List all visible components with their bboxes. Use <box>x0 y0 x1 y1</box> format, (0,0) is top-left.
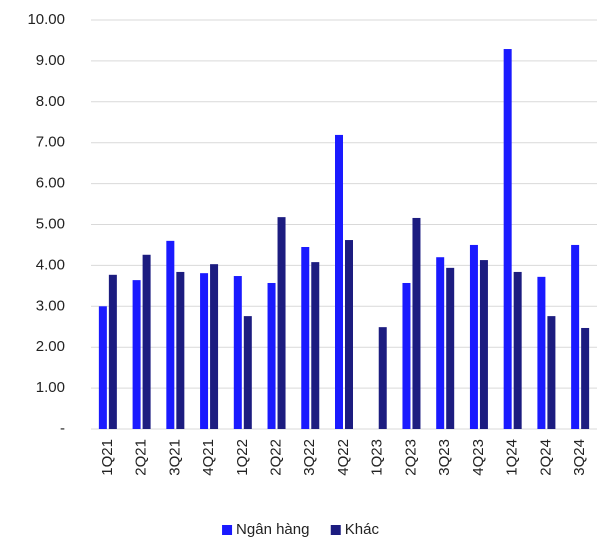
y-tick-label: 7.00 <box>36 134 65 151</box>
y-tick-label: 3.00 <box>36 297 65 314</box>
bar <box>210 264 219 429</box>
y-tick-label: 1.00 <box>36 379 65 396</box>
bar <box>311 262 320 429</box>
x-tick-label: 1Q21 <box>99 439 116 476</box>
bar <box>166 240 175 429</box>
bar <box>267 282 276 429</box>
legend-label: Ngân hàng <box>236 521 309 538</box>
bar <box>176 271 185 429</box>
y-tick-label: - <box>60 420 65 437</box>
bar <box>98 306 107 429</box>
x-tick-label: 3Q21 <box>166 439 183 476</box>
bar <box>142 254 151 429</box>
x-tick-label: 2Q21 <box>133 439 150 476</box>
x-tick-label: 3Q23 <box>436 439 453 476</box>
bar <box>335 134 343 429</box>
bar <box>547 316 556 429</box>
x-tick-label: 3Q22 <box>301 439 318 476</box>
bar <box>436 257 445 429</box>
x-tick-label: 1Q24 <box>504 439 521 476</box>
x-tick-label: 2Q22 <box>268 439 285 476</box>
bar <box>412 217 421 429</box>
bar <box>243 316 252 429</box>
bar <box>301 246 310 429</box>
bar <box>537 276 546 429</box>
bar <box>469 244 478 429</box>
y-tick-label: 5.00 <box>36 215 65 232</box>
bar <box>402 282 411 429</box>
bar <box>503 49 512 429</box>
legend-swatch <box>330 525 341 535</box>
bar <box>132 280 141 429</box>
bar <box>446 267 455 429</box>
bar <box>479 260 488 429</box>
bar <box>200 273 209 429</box>
x-tick-label: 2Q23 <box>402 439 419 476</box>
y-tick-label: 9.00 <box>36 52 65 69</box>
bar <box>233 276 242 429</box>
x-tick-label: 2Q24 <box>537 439 554 476</box>
bar <box>345 240 353 429</box>
x-tick-label: 3Q24 <box>571 439 588 476</box>
legend-label: Khác <box>345 521 380 538</box>
bar <box>581 327 590 429</box>
bar <box>571 244 580 429</box>
y-tick-label: 2.00 <box>36 338 65 355</box>
bar <box>513 271 522 429</box>
bar <box>108 274 117 429</box>
bar <box>277 217 286 429</box>
x-tick-label: 4Q23 <box>470 439 487 476</box>
y-tick-label: 8.00 <box>36 93 65 110</box>
x-tick-label: 1Q22 <box>234 439 251 476</box>
y-tick-label: 4.00 <box>36 256 65 273</box>
x-tick-label: 4Q21 <box>200 439 217 476</box>
y-tick-label: 6.00 <box>36 175 65 192</box>
y-tick-label: 10.00 <box>27 11 65 28</box>
bar <box>378 327 387 429</box>
legend-swatch <box>222 525 233 535</box>
x-tick-label: 1Q23 <box>369 439 386 476</box>
x-tick-label: 4Q22 <box>335 439 352 476</box>
